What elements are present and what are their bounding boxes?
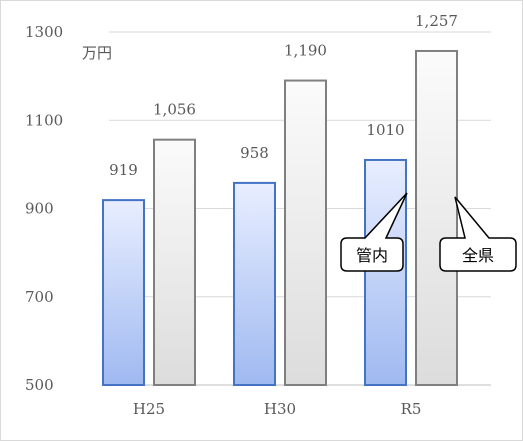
unit-label: 万円 — [82, 44, 112, 62]
bar-zenken-h25 — [153, 138, 196, 386]
x-tick-label: R5 — [401, 400, 422, 418]
bar-zenken-h30 — [284, 79, 327, 386]
callout-bubble — [340, 192, 408, 272]
x-tick-label: H25 — [133, 400, 165, 418]
y-tick-label: 900 — [25, 200, 54, 218]
bar-zenken-r5 — [415, 49, 458, 386]
callouts: 管内 全県 — [340, 192, 517, 272]
y-axis-ticks: 500 700 900 1100 1300 — [25, 23, 63, 394]
bars — [102, 49, 458, 386]
bar-kannai-h25 — [102, 199, 145, 386]
y-tick-label: 1100 — [25, 111, 63, 129]
bar-kannai-h30 — [233, 181, 276, 386]
callout-bubble — [439, 196, 517, 272]
y-tick-label: 700 — [25, 288, 54, 306]
data-label: 1,190 — [284, 42, 327, 60]
data-label: 1,257 — [415, 12, 458, 30]
data-label: 958 — [240, 144, 269, 162]
callout-label: 全県 — [462, 246, 494, 265]
data-labels: 919 1,056 958 1,190 1010 1,257 — [109, 12, 458, 179]
x-axis-ticks: H25 H30 R5 — [133, 400, 422, 418]
data-label: 1010 — [366, 121, 404, 139]
y-tick-label: 500 — [25, 376, 54, 394]
y-tick-label: 1300 — [25, 23, 63, 41]
x-tick-label: H30 — [264, 400, 296, 418]
data-label: 1,056 — [153, 101, 196, 119]
callout-label: 管内 — [356, 246, 388, 265]
data-label: 919 — [109, 161, 138, 179]
bar-kannai-r5 — [364, 158, 407, 386]
